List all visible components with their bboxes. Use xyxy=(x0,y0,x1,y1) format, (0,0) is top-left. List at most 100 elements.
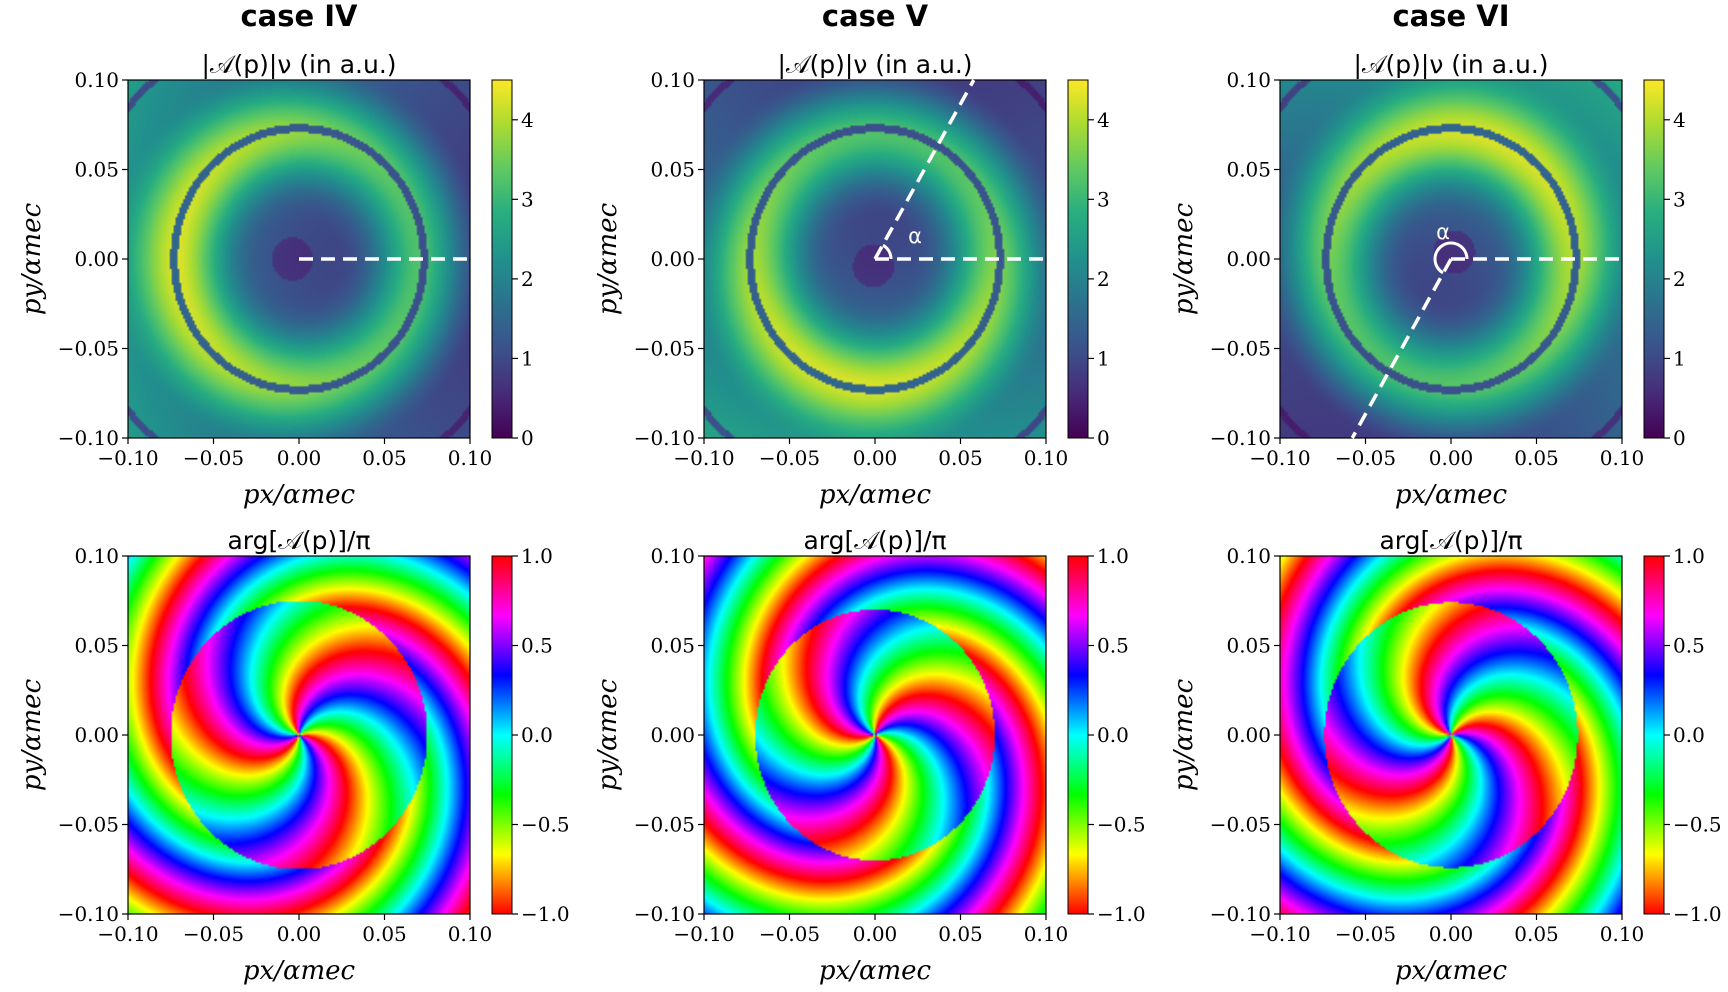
colorbar-tick-label: 1 xyxy=(1097,346,1110,370)
y-tick-label: −0.05 xyxy=(634,813,695,837)
y-axis-label: py/αmec xyxy=(1169,678,1199,791)
heatmap-panel: |𝒜(p)|ν (in a.u.) α −0.10 −0.05 0.00 0.05 0.10… xyxy=(593,50,1110,510)
colorbar-tick-label: 0.0 xyxy=(1673,723,1705,747)
x-tick-label: 0.10 xyxy=(1600,446,1645,470)
colorbar-tick-label: 2 xyxy=(1097,267,1110,291)
heatmap-image xyxy=(1280,556,1622,914)
x-tick-label: −0.10 xyxy=(97,446,158,470)
y-axis-label: py/αmec xyxy=(17,202,47,315)
x-tick-label: 0.00 xyxy=(1429,446,1474,470)
y-tick-label: 0.05 xyxy=(1226,634,1271,658)
x-axis-label: px/αmec xyxy=(1395,956,1508,986)
y-tick-label: 0.00 xyxy=(74,723,119,747)
y-tick-label: −0.10 xyxy=(58,902,119,926)
colorbar-tick-label: −0.5 xyxy=(1673,813,1722,837)
y-axis-label: py/αmec xyxy=(17,678,47,791)
colorbar-tick-label: −1.0 xyxy=(521,902,570,926)
colorbar-tick-label: −1.0 xyxy=(1673,902,1722,926)
case-title: case V xyxy=(822,0,929,33)
x-tick-label: −0.10 xyxy=(1249,446,1310,470)
angle-label: α xyxy=(1436,220,1450,244)
y-tick-label: 0.05 xyxy=(1226,158,1271,182)
case-title: case VI xyxy=(1392,0,1509,33)
x-tick-label: −0.05 xyxy=(183,446,244,470)
y-axis-label: py/αmec xyxy=(1169,202,1199,315)
y-tick-label: 0.05 xyxy=(650,158,695,182)
x-tick-label: −0.05 xyxy=(1335,446,1396,470)
angle-label: α xyxy=(908,224,922,248)
panel-title: |𝒜(p)|ν (in a.u.) xyxy=(201,50,396,79)
x-tick-label: −0.05 xyxy=(759,922,820,946)
colorbar-tick-label: −0.5 xyxy=(521,813,570,837)
colorbar-tick-label: 1 xyxy=(1673,346,1686,370)
y-axis-label: py/αmec xyxy=(593,202,623,315)
colorbar-tick-label: −0.5 xyxy=(1097,813,1146,837)
colorbar-tick-label: 1.0 xyxy=(521,544,553,568)
y-tick-label: 0.10 xyxy=(1226,68,1271,92)
y-tick-label: 0.10 xyxy=(650,544,695,568)
angle-arc xyxy=(882,243,893,260)
panel-title: arg[𝒜(p)]/π xyxy=(227,526,370,555)
angle-arc xyxy=(1433,241,1469,275)
x-tick-label: 0.05 xyxy=(362,922,407,946)
colorbar-tick-label: 0 xyxy=(521,426,534,450)
y-tick-label: −0.10 xyxy=(1210,902,1271,926)
x-axis-label: px/αmec xyxy=(243,956,356,986)
panel-title: arg[𝒜(p)]/π xyxy=(1379,526,1522,555)
x-tick-label: 0.05 xyxy=(1514,446,1559,470)
y-tick-label: 0.00 xyxy=(74,247,119,271)
colorbar-tick-label: 0.5 xyxy=(1097,634,1129,658)
y-tick-label: −0.05 xyxy=(634,337,695,361)
panel-title: arg[𝒜(p)]/π xyxy=(803,526,946,555)
colorbar-tick-label: 1.0 xyxy=(1097,544,1129,568)
panel-title: |𝒜(p)|ν (in a.u.) xyxy=(777,50,972,79)
x-tick-label: −0.10 xyxy=(97,922,158,946)
heatmap-panel: |𝒜(p)|ν (in a.u.) α −0.10 −0.05 0.00 0.05 0.10… xyxy=(1169,50,1686,510)
x-axis-label: px/αmec xyxy=(819,956,932,986)
colorbar-tick-label: 4 xyxy=(1673,108,1686,132)
colorbar-tick-label: 0 xyxy=(1673,426,1686,450)
colorbar-tick-label: 4 xyxy=(521,108,534,132)
y-tick-label: 0.10 xyxy=(650,68,695,92)
heatmap-panel: arg[𝒜(p)]/π −0.10 −0.05 0.00 0.05 0.10 0.10 0.0… xyxy=(1169,526,1722,986)
x-axis-label: px/αmec xyxy=(819,480,932,510)
y-tick-label: −0.05 xyxy=(1210,813,1271,837)
y-tick-label: 0.05 xyxy=(74,634,119,658)
dashed-line xyxy=(1350,258,1453,439)
colorbar xyxy=(1643,79,1665,439)
x-tick-label: 0.00 xyxy=(1429,922,1474,946)
x-tick-label: 0.10 xyxy=(448,446,493,470)
x-tick-label: 0.00 xyxy=(853,446,898,470)
y-axis-label: py/αmec xyxy=(593,678,623,791)
colorbar-tick-label: 3 xyxy=(1097,187,1110,211)
colorbar-tick-label: 1 xyxy=(521,346,534,370)
colorbar-tick-label: 0.5 xyxy=(521,634,553,658)
heatmap-image xyxy=(704,556,1046,914)
colorbar-tick-label: 0.0 xyxy=(1097,723,1129,747)
colorbar-tick-label: 1.0 xyxy=(1673,544,1705,568)
x-tick-label: 0.10 xyxy=(1600,922,1645,946)
colorbar xyxy=(1643,555,1665,915)
y-tick-label: 0.00 xyxy=(650,723,695,747)
panel-title: |𝒜(p)|ν (in a.u.) xyxy=(1353,50,1548,79)
colorbar-tick-label: 0 xyxy=(1097,426,1110,450)
case-title: case IV xyxy=(240,0,358,33)
y-tick-label: 0.10 xyxy=(74,544,119,568)
heatmap-panel: arg[𝒜(p)]/π −0.10 −0.05 0.00 0.05 0.10 0.10 0.0… xyxy=(593,526,1146,986)
colorbar-tick-label: 3 xyxy=(1673,187,1686,211)
x-tick-label: 0.05 xyxy=(1514,922,1559,946)
y-tick-label: 0.05 xyxy=(74,158,119,182)
x-tick-label: 0.00 xyxy=(277,922,322,946)
y-tick-label: 0.00 xyxy=(1226,723,1271,747)
y-tick-label: −0.10 xyxy=(58,426,119,450)
colorbar-tick-label: 0.0 xyxy=(521,723,553,747)
y-tick-label: 0.00 xyxy=(1226,247,1271,271)
x-tick-label: −0.10 xyxy=(1249,922,1310,946)
x-tick-label: 0.05 xyxy=(362,446,407,470)
x-tick-label: −0.05 xyxy=(183,922,244,946)
x-tick-label: 0.10 xyxy=(448,922,493,946)
x-tick-label: 0.10 xyxy=(1024,922,1069,946)
heatmap-image xyxy=(128,556,470,914)
colorbar xyxy=(1067,79,1089,439)
x-tick-label: −0.05 xyxy=(1335,922,1396,946)
